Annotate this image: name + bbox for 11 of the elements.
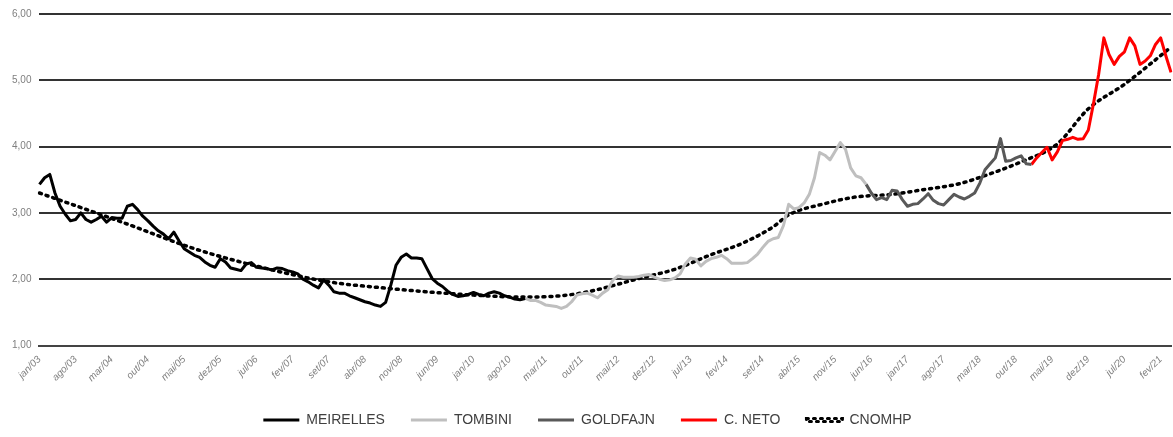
y-tick-label: 3,00	[11, 206, 32, 218]
y-tick-label: 4,00	[11, 140, 32, 152]
y-tick-label: 6,00	[11, 7, 32, 19]
legend-label: GOLDFAJN	[581, 410, 655, 427]
legend-label: MEIRELLES	[306, 410, 385, 427]
y-tick-label: 1,00	[11, 339, 32, 351]
legend-label: TOMBINI	[453, 410, 513, 427]
y-tick-label: 2,00	[11, 272, 32, 284]
legend-label: C. NETO	[723, 410, 781, 427]
legend-label: CNOMHP	[849, 410, 912, 427]
y-tick-label: 5,00	[11, 74, 32, 86]
